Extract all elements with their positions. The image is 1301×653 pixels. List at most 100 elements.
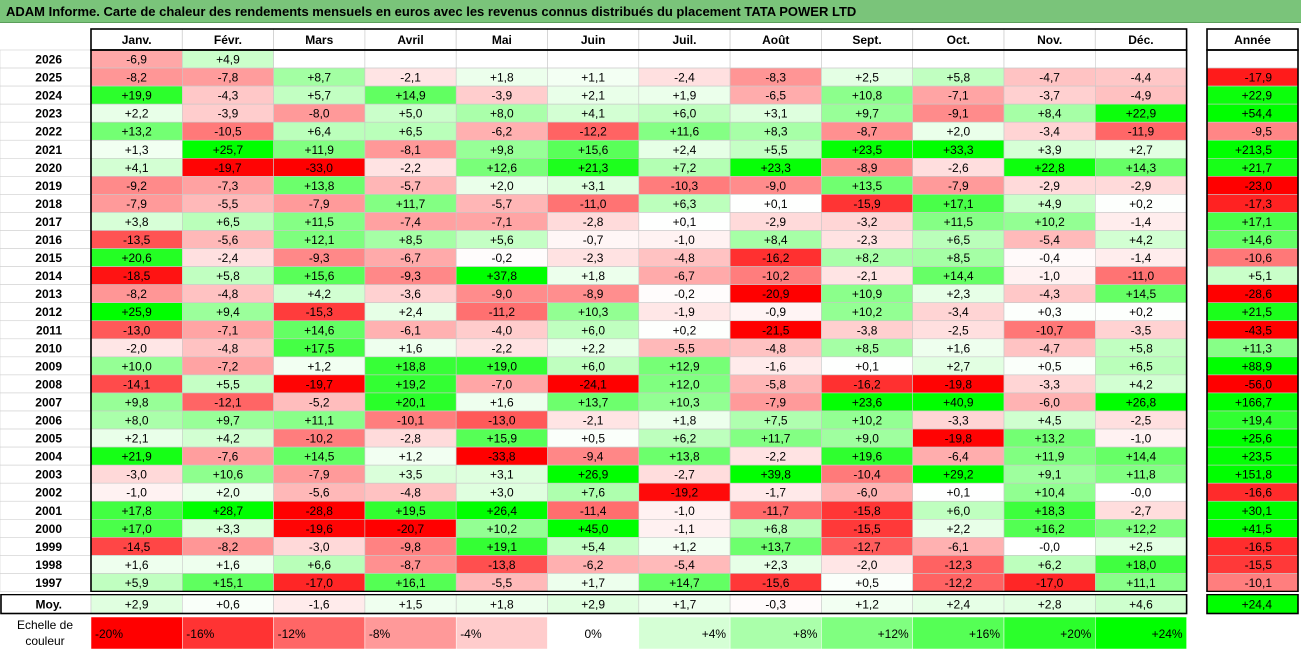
year-label: 2006 (35, 414, 62, 428)
month-header-label: Sept. (852, 33, 881, 47)
heatmap-cell-value: +19,9 (121, 89, 152, 103)
month-header-label: Janv. (122, 33, 152, 47)
heatmap-cell-value: -0,7 (583, 233, 604, 247)
heatmap-cell-value: -9,8 (400, 540, 421, 554)
heatmap-cell-value: +5,7 (307, 89, 331, 103)
heatmap-cell-value: +0,5 (581, 432, 605, 446)
heatmap-cell-value: -3,8 (857, 323, 878, 337)
heatmap-cell-value: -12,2 (945, 576, 973, 590)
heatmap-cell-value: +10,3 (669, 395, 700, 409)
heatmap-cell-value: -0,0 (1039, 540, 1060, 554)
heatmap-cell-value: -4,8 (218, 287, 239, 301)
heatmap-cell-value: -4,8 (218, 341, 239, 355)
table-frame (90, 49, 1188, 593)
heatmap-cell-value: -7,9 (948, 179, 969, 193)
heatmap-cell-value: -2,9 (1039, 179, 1060, 193)
heatmap-cell-value: +1,3 (125, 143, 149, 157)
heatmap-cell-value: -9,1 (948, 107, 969, 121)
heatmap-cell-value: -7,1 (492, 215, 513, 229)
scale-label: Echelle de (17, 618, 73, 632)
heatmap-cell-value: +5,0 (399, 107, 423, 121)
heatmap-cell-value: +13,7 (578, 395, 609, 409)
year-label: 2016 (35, 233, 62, 247)
scale-value-label: +20% (1060, 627, 1091, 641)
year-label: 1997 (35, 576, 62, 590)
avg-cell-value: +2,8 (1038, 598, 1062, 612)
heatmap-cell-value: -2,5 (948, 323, 969, 337)
heatmap-cell-value: +23,3 (761, 161, 792, 175)
heatmap-cell-value: +23,5 (852, 143, 883, 157)
scale-swatch (90, 616, 183, 650)
heatmap-cell-value: -2,3 (857, 233, 878, 247)
heatmap-cell-value: +2,0 (216, 486, 240, 500)
annual-cell-value: +19,4 (1242, 414, 1273, 428)
heatmap-cell-value: +15,9 (487, 432, 518, 446)
heatmap-cell-value: +4,1 (125, 161, 149, 175)
heatmap-cell-value: -6,1 (400, 323, 421, 337)
heatmap-cell-value: -4,3 (1039, 287, 1060, 301)
heatmap-cell-value: -1,7 (765, 486, 786, 500)
heatmap-cell-value: +1,9 (673, 89, 697, 103)
heatmap-cell-value: +9,7 (216, 414, 240, 428)
heatmap-cell-value: -2,8 (583, 215, 604, 229)
heatmap-cell-value: +1,2 (399, 450, 423, 464)
table-frame (0, 593, 1188, 615)
annual-cell-value: -16,5 (1245, 540, 1273, 554)
heatmap-cell-value: -8,7 (857, 125, 878, 139)
heatmap-cell-value: +15,1 (213, 576, 244, 590)
heatmap-cell-value: -10,1 (397, 414, 425, 428)
heatmap-cell-value: +12,0 (669, 377, 700, 391)
month-header-label: Avril (397, 33, 423, 47)
heatmap-cell-value: +0,1 (946, 486, 970, 500)
heatmap-cell-value: +1,8 (673, 414, 697, 428)
heatmap-cell-value: -6,2 (492, 125, 513, 139)
heatmap-cell-value: +10,6 (213, 468, 244, 482)
annual-cell-value: -10,6 (1245, 251, 1273, 265)
heatmap-cell-value: +14,4 (1126, 450, 1157, 464)
year-label: 2003 (35, 468, 62, 482)
heatmap-cell-value: -4,8 (400, 486, 421, 500)
heatmap-cell-value: +15,6 (578, 143, 609, 157)
heatmap-cell-value: +11,9 (1035, 450, 1065, 464)
heatmap-cell-value: +5,5 (764, 143, 788, 157)
heatmap-cell-value: +6,4 (307, 125, 331, 139)
heatmap-cell-value: -16,2 (853, 377, 881, 391)
heatmap-cell-value: +6,6 (307, 558, 331, 572)
heatmap-cell-value: -9,0 (765, 179, 786, 193)
year-label: 2024 (35, 89, 62, 103)
heatmap-cell-value: +18,3 (1034, 504, 1065, 518)
heatmap-cell-value: -15,6 (762, 576, 790, 590)
scale-value-label: +16% (969, 627, 1000, 641)
heatmap-cell-value: -13,5 (123, 233, 151, 247)
heatmap-cell-value: +6,5 (399, 125, 423, 139)
heatmap-cell-value: -12,1 (214, 395, 242, 409)
heatmap-cell-value: +10,0 (121, 359, 152, 373)
heatmap-cell-value: -11,9 (1128, 125, 1155, 139)
heatmap-cell-value: -5,4 (1039, 233, 1060, 247)
heatmap-cell-value: -15,8 (853, 504, 881, 518)
year-label: 2005 (35, 432, 62, 446)
avg-label: Moy. (36, 598, 62, 612)
heatmap-cell-value: -1,0 (674, 504, 695, 518)
heatmap-cell-value: -20,7 (397, 522, 425, 536)
heatmap-cell (821, 49, 914, 69)
heatmap-cell-value: -3,5 (1131, 323, 1152, 337)
annual-cell-value: +166,7 (1235, 395, 1272, 409)
avg-cell-value: -1,6 (309, 598, 330, 612)
heatmap-cell-value: +1,2 (307, 359, 331, 373)
heatmap-cell (273, 49, 366, 69)
heatmap-cell-value: +2,4 (673, 143, 697, 157)
year-label: 2022 (35, 125, 62, 139)
year-label: 2025 (35, 71, 62, 85)
heatmap-cell-value: -7,0 (492, 377, 513, 391)
heatmap-cell-value: +7,5 (764, 414, 788, 428)
heatmap-cell-value: +37,8 (487, 269, 518, 283)
annual-cell-value: +151,8 (1235, 468, 1272, 482)
heatmap-cell-value: +11,7 (761, 432, 791, 446)
heatmap-cell-value: +0,1 (673, 215, 697, 229)
heatmap-cell-value: -4,9 (1131, 89, 1152, 103)
heatmap-cell-value: +5,6 (490, 233, 514, 247)
heatmap-cell-value: +2,2 (581, 341, 605, 355)
heatmap-cell-value: -19,6 (306, 522, 334, 536)
